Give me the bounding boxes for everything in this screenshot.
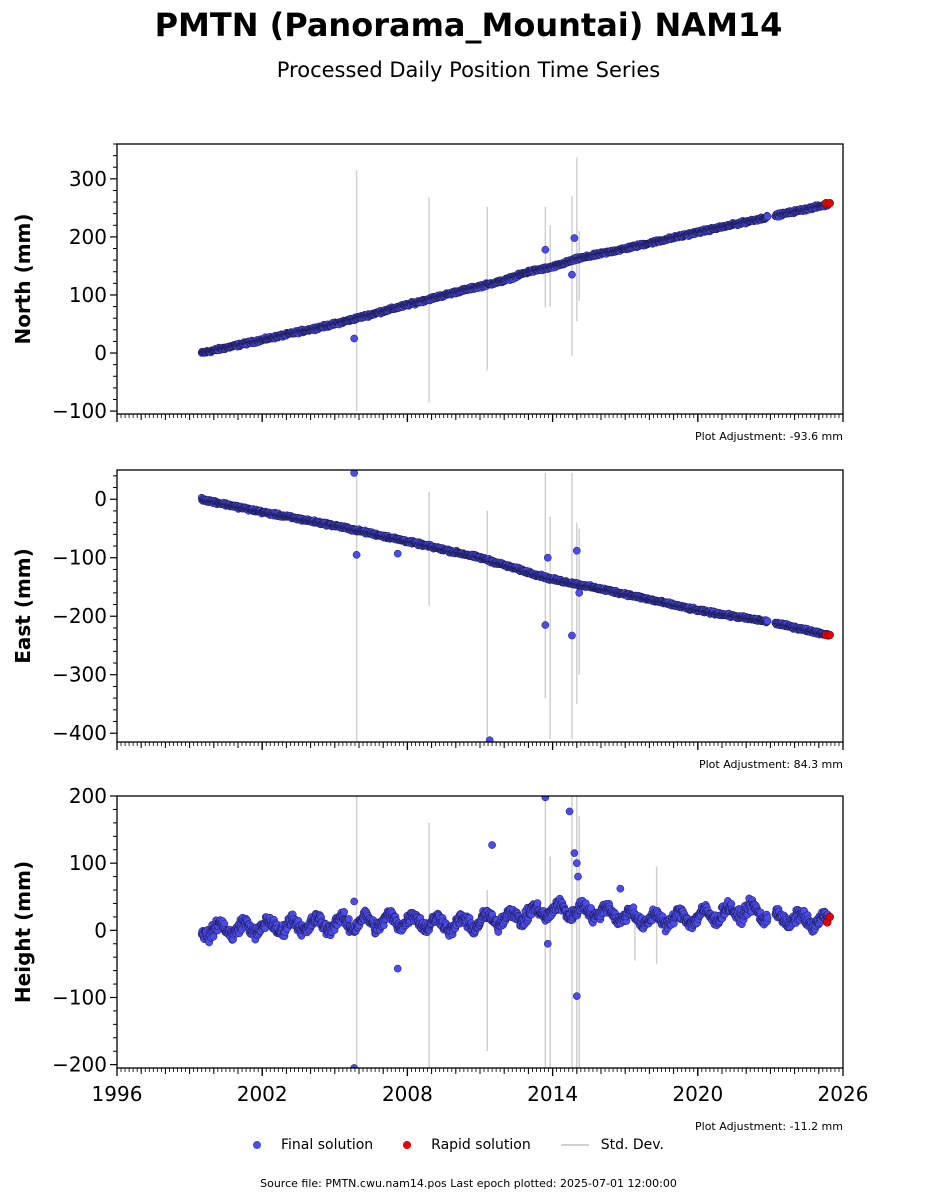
final-outlier-2 xyxy=(393,549,402,558)
final-outlier-3 xyxy=(488,841,496,849)
final-outlier-1 xyxy=(352,550,361,559)
final-outlier-3 xyxy=(541,621,550,629)
rapid-point-1 xyxy=(825,630,834,640)
y-tick-label-0: −200 xyxy=(52,1053,107,1077)
final-point-1299 xyxy=(763,914,772,922)
plot-adjustment-1: Plot Adjustment: 84.3 mm xyxy=(699,758,843,771)
rapid-point-1 xyxy=(825,198,834,208)
plot-area-2 xyxy=(197,796,834,1068)
y-tick-label-3: 200 xyxy=(69,225,107,249)
y-tick-label-3: −100 xyxy=(52,546,107,570)
plot-adjustment-0: Plot Adjustment: -93.6 mm xyxy=(695,430,843,443)
final-outlier-11 xyxy=(616,884,625,893)
final-outlier-3 xyxy=(568,270,576,279)
final-solution-points xyxy=(197,894,832,947)
final-point-338 xyxy=(345,915,353,923)
y-tick-label-4: 0 xyxy=(94,487,107,511)
y-tick-label-0: −400 xyxy=(52,721,107,745)
plot-area-0 xyxy=(197,157,834,412)
final-point-771 xyxy=(533,899,542,907)
final-outlier-9 xyxy=(574,872,582,881)
final-outlier-8 xyxy=(485,736,494,742)
final-solution-points xyxy=(197,493,832,640)
final-outlier-4 xyxy=(541,796,550,802)
y-tick-label-4: 200 xyxy=(69,784,107,808)
final-solution-points xyxy=(197,199,832,357)
final-outlier-10 xyxy=(572,992,581,1000)
chart-title: PMTN (Panorama_Mountai) NAM14 xyxy=(154,6,783,44)
y-tick-label-2: 100 xyxy=(69,283,107,307)
final-point-1299 xyxy=(763,212,772,221)
panel-1: −400 −300 −200 −100 0 East (mm) Plot Adjustmen… xyxy=(11,469,844,771)
final-outlier-1 xyxy=(541,245,550,254)
final-outlier-6 xyxy=(565,807,574,816)
final-outlier-1 xyxy=(350,897,359,906)
final-outlier-6 xyxy=(572,546,581,555)
panel-frame-0 xyxy=(116,143,844,415)
y-tick-label-1: −100 xyxy=(52,985,107,1009)
final-outlier-0 xyxy=(350,1064,359,1068)
final-outlier-0 xyxy=(350,470,359,477)
y-tick-label-1: 0 xyxy=(94,341,107,365)
chart-subtitle: Processed Daily Position Time Series xyxy=(276,58,661,82)
final-outlier-5 xyxy=(568,631,576,640)
final-outlier-4 xyxy=(543,553,552,562)
final-outlier-2 xyxy=(570,234,579,242)
panel-frame-1 xyxy=(116,469,844,743)
y-tick-label-4: 300 xyxy=(69,167,107,191)
plot-area-1 xyxy=(197,470,834,742)
y-tick-label-0: −100 xyxy=(52,399,107,423)
final-point-327 xyxy=(340,908,348,916)
y-tick-label-1: −300 xyxy=(52,663,107,687)
y-tick-label-2: 0 xyxy=(94,918,107,942)
y-tick-label-2: −200 xyxy=(52,604,107,628)
final-outlier-5 xyxy=(543,939,552,948)
final-outlier-7 xyxy=(575,588,584,597)
panel-0: −100 0 100 200 300 North (mm) Plot Adjustment:… xyxy=(11,143,844,443)
final-outlier-2 xyxy=(393,964,402,973)
y-tick-label-3: 100 xyxy=(69,851,107,875)
final-outlier-7 xyxy=(570,849,579,857)
rapid-point-1 xyxy=(825,912,834,922)
y-axis-label-0: North (mm) xyxy=(11,213,35,344)
final-point-1299 xyxy=(763,617,772,625)
final-outlier-8 xyxy=(572,859,581,868)
final-outlier-0 xyxy=(350,334,359,343)
y-axis-label-1: East (mm) xyxy=(11,548,35,664)
